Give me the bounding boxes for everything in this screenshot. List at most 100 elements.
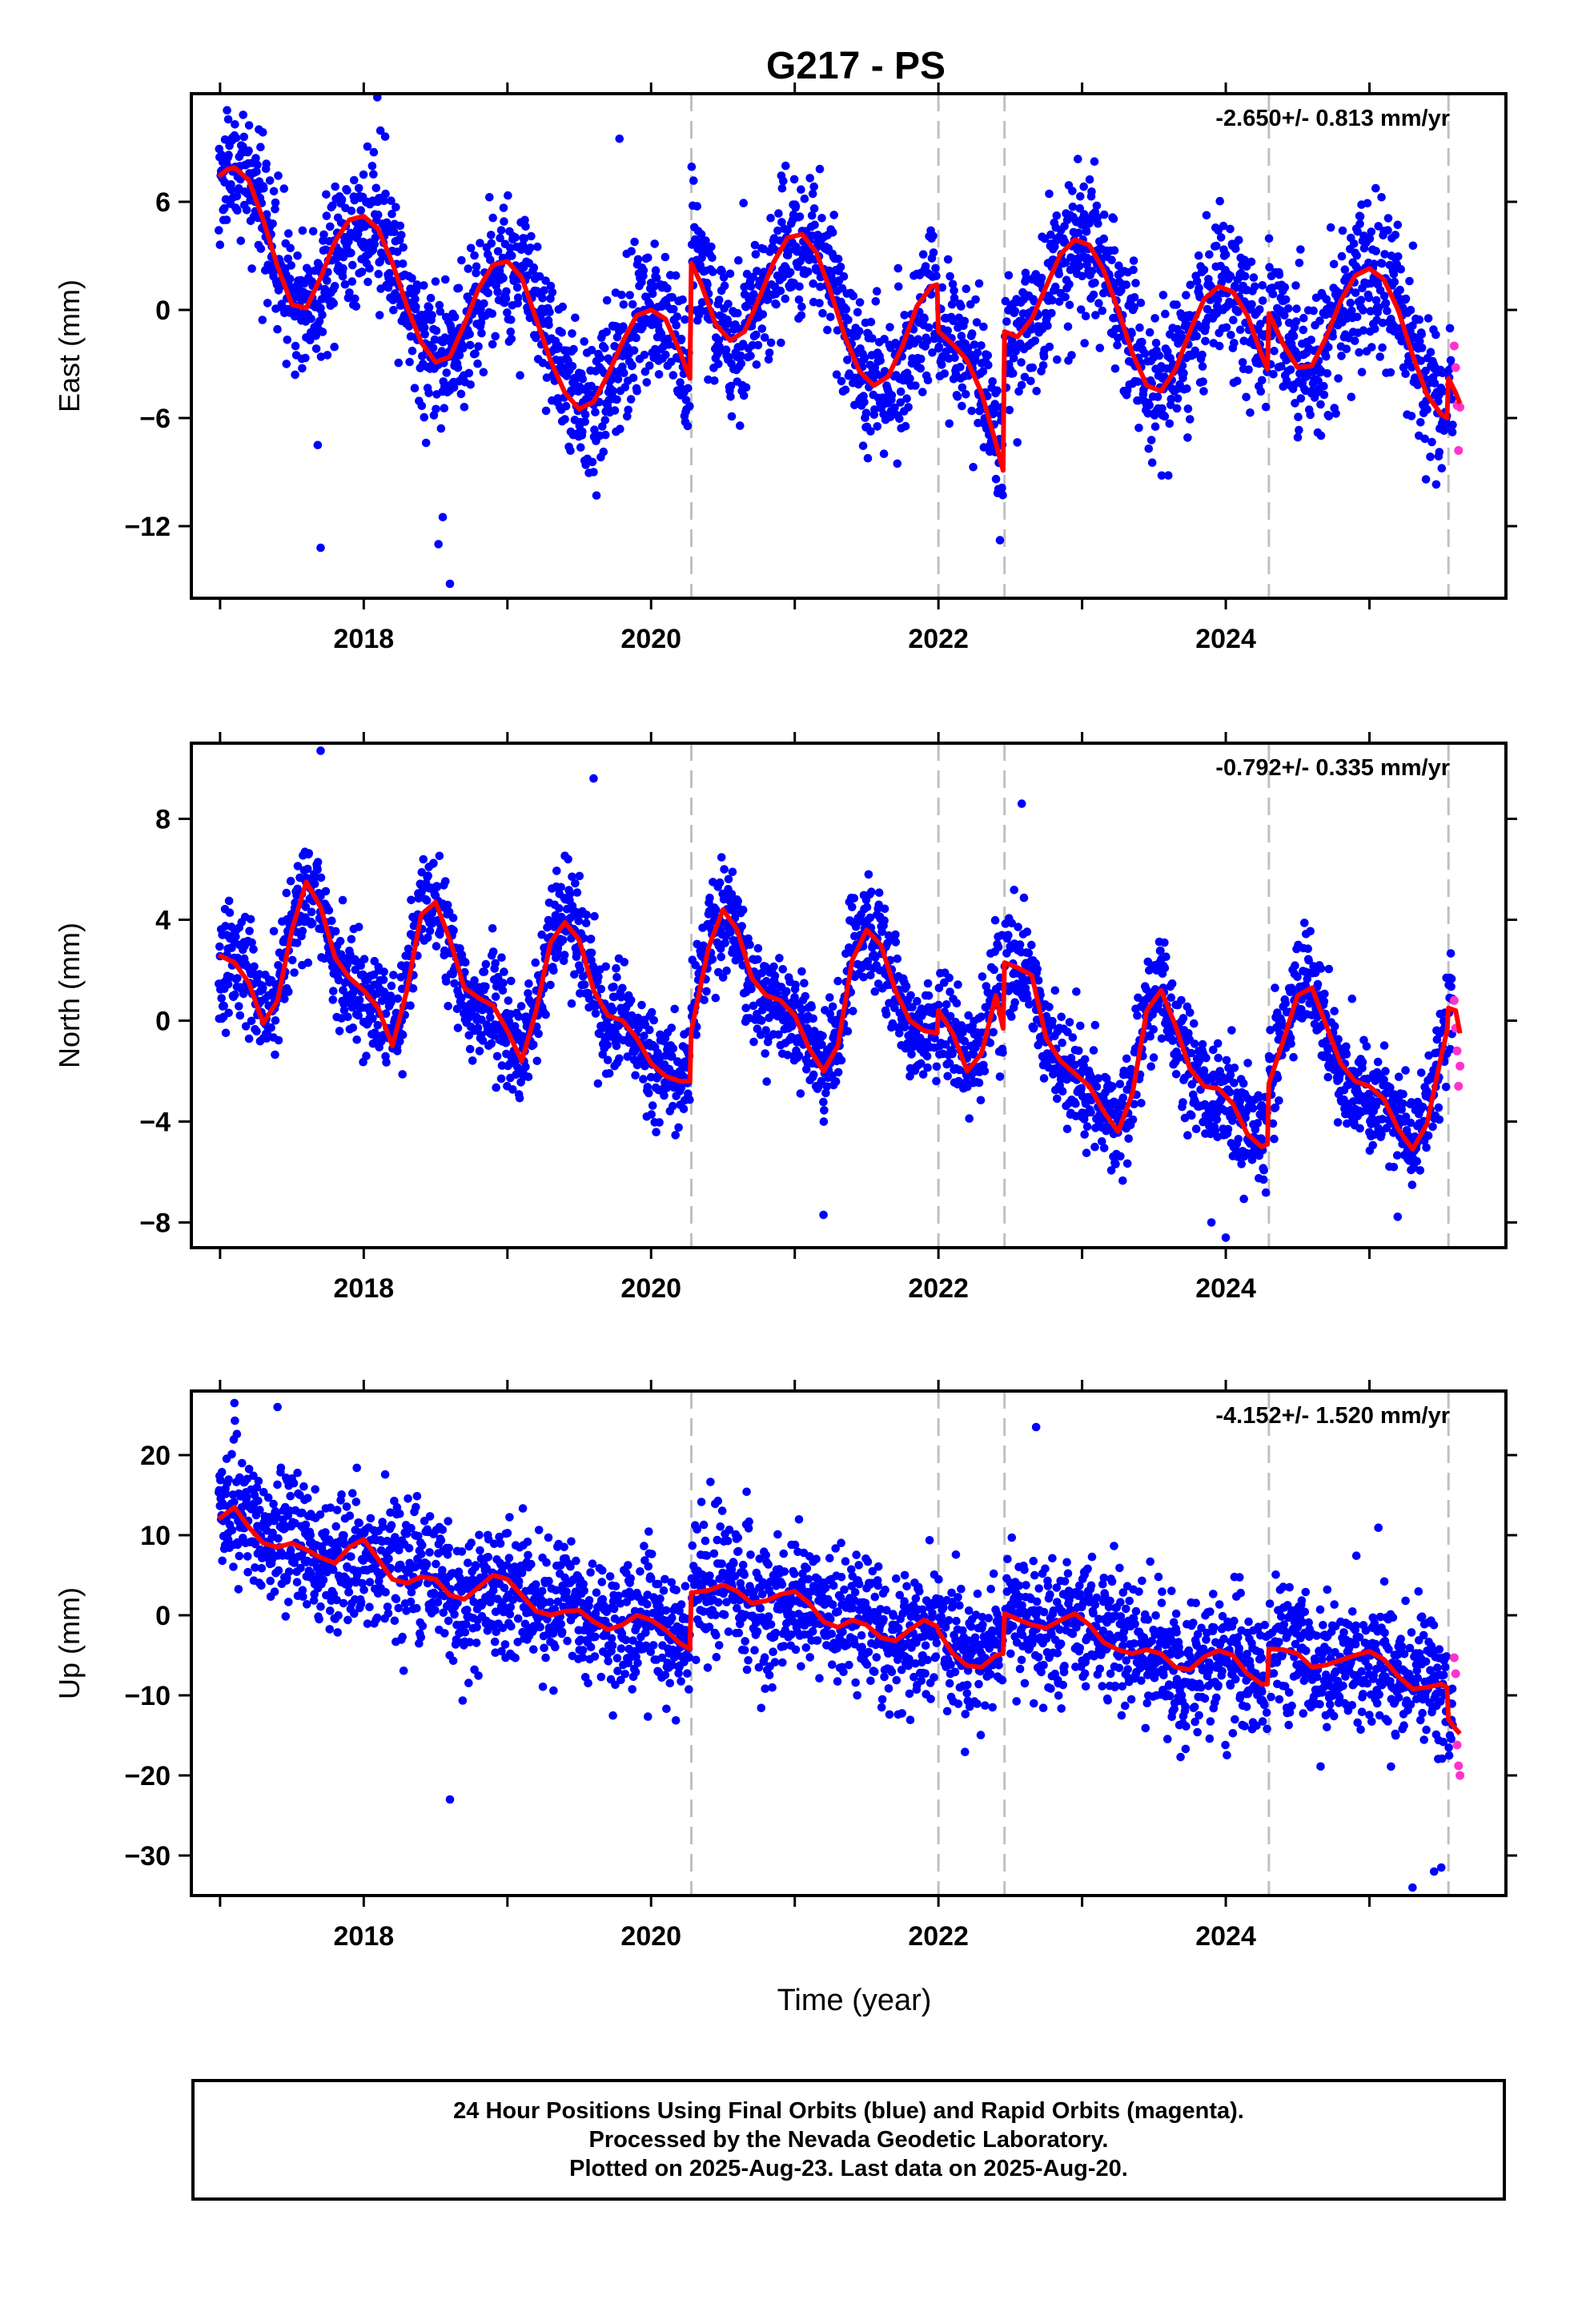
final-orbit-point [1098,306,1107,316]
final-orbit-point [901,982,911,991]
final-orbit-point [1371,183,1380,193]
final-orbit-outlier-point [589,468,598,476]
final-orbit-point [841,385,850,395]
final-orbit-point [347,248,355,258]
final-orbit-point [307,907,316,917]
final-orbit-point [239,132,249,142]
final-orbit-point [860,353,869,363]
final-orbit-point [468,1056,477,1065]
final-orbit-point [708,955,717,964]
final-orbit-point [507,976,516,986]
final-orbit-point [873,422,882,431]
final-orbit-point [271,204,279,214]
final-orbit-point [1063,322,1073,332]
final-orbit-point [728,867,737,877]
final-orbit-point [493,247,503,256]
final-orbit-point [532,1056,542,1066]
final-orbit-point [284,229,293,238]
final-orbit-point [298,364,307,373]
final-orbit-point [303,958,313,967]
final-orbit-point [285,275,295,283]
final-orbit-point [1316,431,1326,440]
final-orbit-point [1371,296,1381,305]
final-orbit-point [1050,986,1060,995]
final-orbit-point [1423,405,1431,414]
final-orbit-point [1235,235,1243,245]
final-orbit-point [848,903,857,911]
velocity-annotation: -2.650+/- 0.813 mm/yr [1215,106,1450,131]
final-orbit-point [1240,255,1249,265]
final-orbit-point [1377,193,1386,202]
final-orbit-point [215,226,223,235]
final-orbit-point [419,854,428,864]
final-orbit-point [833,976,842,986]
final-orbit-point [965,1114,974,1123]
final-orbit-point [1275,270,1284,279]
final-orbit-point [394,358,404,368]
final-orbit-point [1347,392,1356,402]
final-orbit-point [954,980,962,989]
final-orbit-point [487,231,496,239]
y-tick-label: −12 [124,512,171,542]
final-orbit-point [809,279,817,288]
final-orbit-point [318,310,327,320]
final-orbit-point [355,995,364,1004]
final-orbit-point [1172,300,1181,309]
final-orbit-point [391,203,400,211]
final-orbit-point [222,215,231,224]
final-orbit-point [761,1026,770,1035]
final-orbit-point [726,927,735,937]
final-orbit-point [373,94,382,102]
final-orbit-point [977,1012,986,1021]
final-orbit-point [442,368,452,377]
final-orbit-point [531,958,540,967]
final-orbit-point [923,1063,932,1072]
final-orbit-point [1390,277,1399,287]
final-orbit-point [932,1062,942,1072]
final-orbit-point [800,979,809,987]
final-orbit-point [954,1076,963,1086]
final-orbit-point [269,187,279,196]
final-orbit-point [649,1015,658,1025]
final-orbit-point [885,323,894,332]
final-orbit-point [393,1047,402,1055]
final-orbit-point [770,971,780,980]
final-orbit-point [429,858,438,867]
final-orbit-point [376,1037,386,1046]
final-orbit-point [1295,259,1304,267]
final-orbit-point [1157,471,1166,480]
final-orbit-point [1352,251,1361,260]
final-orbit-point [749,1037,758,1047]
final-orbit-point [630,237,639,247]
final-orbit-point [1326,223,1335,232]
final-orbit-point [316,304,325,313]
final-orbit-point [1380,250,1389,259]
final-orbit-point [287,955,297,965]
final-orbit-point [390,227,399,237]
plot-area [215,743,1465,1248]
final-orbit-point [491,992,500,1001]
final-orbit-point [998,491,1007,500]
final-orbit-point [620,958,629,967]
final-orbit-point [252,167,261,176]
final-orbit-point [1323,369,1332,378]
final-orbit-point [224,1008,233,1018]
final-orbit-point [632,333,640,343]
final-orbit-point [1226,271,1235,281]
final-orbit-point [569,344,578,354]
final-orbit-point [1324,343,1333,352]
final-orbit-point [1194,251,1203,260]
final-orbit-point [1192,276,1202,286]
final-orbit-point [262,159,271,168]
final-orbit-point [983,351,993,360]
final-orbit-point [777,338,785,348]
final-orbit-point [223,115,233,124]
final-orbit-point [420,323,429,332]
final-orbit-point [815,299,824,308]
final-orbit-point [500,217,508,226]
final-orbit-point [837,1055,846,1065]
final-orbit-point [224,151,233,159]
final-orbit-point [947,300,957,309]
final-orbit-point [722,966,731,975]
